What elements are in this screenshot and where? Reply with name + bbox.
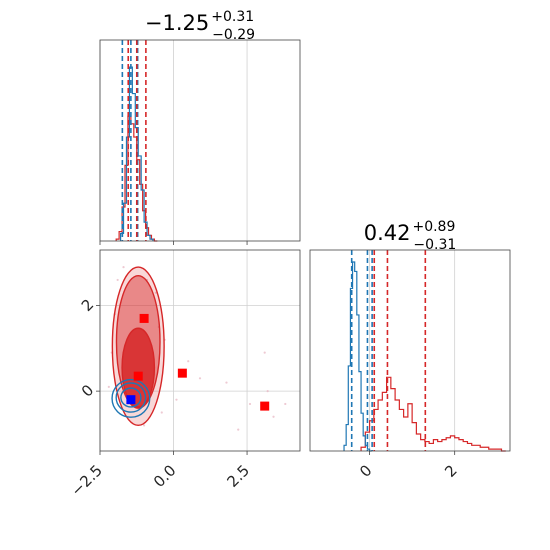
panel-2d bbox=[96, 249, 301, 455]
param1-title: −1.25 +0.31 −0.29 bbox=[145, 9, 255, 43]
contour-blue bbox=[111, 378, 151, 418]
contour-blue bbox=[115, 382, 147, 413]
panel-hist-1 bbox=[99, 39, 301, 245]
contour-blue bbox=[120, 387, 142, 408]
scatter-point bbox=[266, 390, 269, 393]
hist1-quantile-lines bbox=[121, 40, 147, 241]
y-tick-labels: 02 bbox=[78, 296, 97, 401]
2d-red-contours bbox=[111, 266, 165, 427]
scatter-point bbox=[237, 428, 240, 431]
hist1-tick-marks bbox=[99, 241, 248, 245]
scatter-point bbox=[225, 381, 228, 384]
p2-tick-label: 2 bbox=[441, 461, 460, 480]
scatter-point bbox=[160, 411, 163, 414]
hist1-blue-step bbox=[119, 66, 154, 241]
x-tick-label: −2.5 bbox=[68, 461, 106, 499]
2d-blue-contours bbox=[111, 378, 151, 418]
scatter-point bbox=[143, 424, 146, 427]
scatter-point bbox=[116, 278, 119, 282]
y-tick-label: 2 bbox=[78, 296, 97, 315]
panel-hist-2 bbox=[309, 249, 511, 455]
scatter-point bbox=[263, 351, 266, 354]
param2-title: 0.42 +0.89 −0.31 bbox=[364, 219, 457, 253]
y-tick-label: 0 bbox=[78, 381, 97, 400]
scatter-point bbox=[122, 266, 125, 269]
2d-tick-marks bbox=[96, 305, 248, 455]
p2-tick-label: 0 bbox=[356, 461, 375, 480]
scatter-point bbox=[272, 415, 275, 418]
scatter-point bbox=[248, 402, 252, 406]
marker-square bbox=[126, 395, 136, 405]
2d-markers bbox=[126, 313, 270, 411]
hist2-grid bbox=[369, 250, 456, 451]
x-tick-labels: −2.5 0.0 2.5 bbox=[68, 461, 254, 499]
x-tick-label: 2.5 bbox=[223, 461, 253, 491]
scatter-point bbox=[198, 377, 202, 380]
marker-square bbox=[139, 313, 149, 323]
scatter-point bbox=[175, 398, 178, 401]
scatter-point bbox=[107, 385, 110, 388]
hist2-red-step bbox=[360, 376, 506, 452]
hist2-tick-marks bbox=[369, 451, 456, 455]
marker-square bbox=[177, 368, 187, 378]
marker-square bbox=[133, 371, 143, 381]
x-tick-label: 0.0 bbox=[150, 461, 180, 491]
scatter-point bbox=[284, 402, 287, 406]
hist2-quantile-lines bbox=[350, 250, 427, 451]
marker-square bbox=[260, 401, 270, 411]
scatter-point bbox=[187, 360, 190, 363]
